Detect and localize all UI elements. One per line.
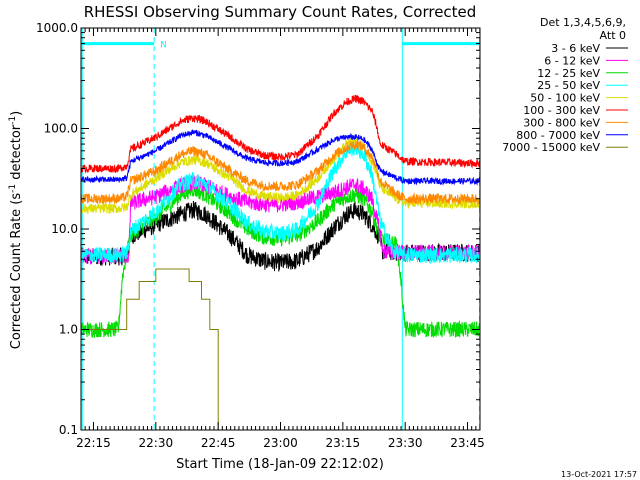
y-axis-label-sup-2: -1 xyxy=(8,116,18,125)
legend-label-4: 50 - 100 keV xyxy=(530,92,600,105)
y-axis-label-sup-1: -1 xyxy=(8,184,18,193)
series-line-5 xyxy=(80,94,481,174)
series-line-8 xyxy=(81,268,219,430)
x-axis-label: Start Time (18-Jan-09 22:12:02) xyxy=(176,457,384,472)
legend-label-3: 25 - 50 keV xyxy=(537,79,600,92)
series-line-3 xyxy=(80,139,481,265)
x-tick-label-3: 23:00 xyxy=(263,436,298,450)
series-line-6 xyxy=(80,141,481,206)
x-axis: 22:15 22:30 22:45 23:00 23:15 23:30 23:45 xyxy=(76,28,485,450)
y-tick-label-1: 1.0 xyxy=(59,323,78,337)
series-layer xyxy=(80,94,481,430)
x-tick-label-0: 22:15 xyxy=(76,436,111,450)
legend-header-line-1: Det 1,3,4,5,6,9, xyxy=(540,16,626,29)
legend-header-line-2: Att 0 xyxy=(600,29,626,42)
legend-label-2: 12 - 25 keV xyxy=(537,67,600,80)
generation-timestamp: 13-Oct-2021 17:57 xyxy=(561,470,637,479)
legend-label-8: 7000 - 15000 keV xyxy=(502,141,600,154)
x-tick-label-4: 23:15 xyxy=(326,436,361,450)
series-line-4 xyxy=(80,136,481,215)
series-line-7 xyxy=(80,129,481,186)
y-axis-label: Corrected Count Rate (s-1 detector-1) xyxy=(8,111,24,349)
series-line-2 xyxy=(80,183,481,339)
chart-title: RHESSI Observing Summary Count Rates, Co… xyxy=(84,3,477,21)
series-line-1 xyxy=(80,174,481,265)
night-label: N xyxy=(160,41,167,51)
y-axis: 0.1 1.0 10.0 100.0 1000.0 xyxy=(36,21,480,437)
legend-label-0: 3 - 6 keV xyxy=(551,42,600,55)
y-tick-label-2: 10.0 xyxy=(51,222,78,236)
legend-label-7: 800 - 7000 keV xyxy=(516,129,600,142)
legend-label-1: 6 - 12 keV xyxy=(544,54,600,67)
legend-label-5: 100 - 300 keV xyxy=(523,104,600,117)
x-tick-label-5: 23:30 xyxy=(388,436,423,450)
y-tick-label-0: 0.1 xyxy=(59,423,78,437)
y-tick-label-4: 1000.0 xyxy=(36,21,78,35)
x-tick-label-1: 22:30 xyxy=(139,436,174,450)
y-tick-label-3: 100.0 xyxy=(44,122,78,136)
legend-label-6: 300 - 800 keV xyxy=(523,116,600,129)
x-tick-label-2: 22:45 xyxy=(201,436,236,450)
x-tick-label-6: 23:45 xyxy=(450,436,485,450)
